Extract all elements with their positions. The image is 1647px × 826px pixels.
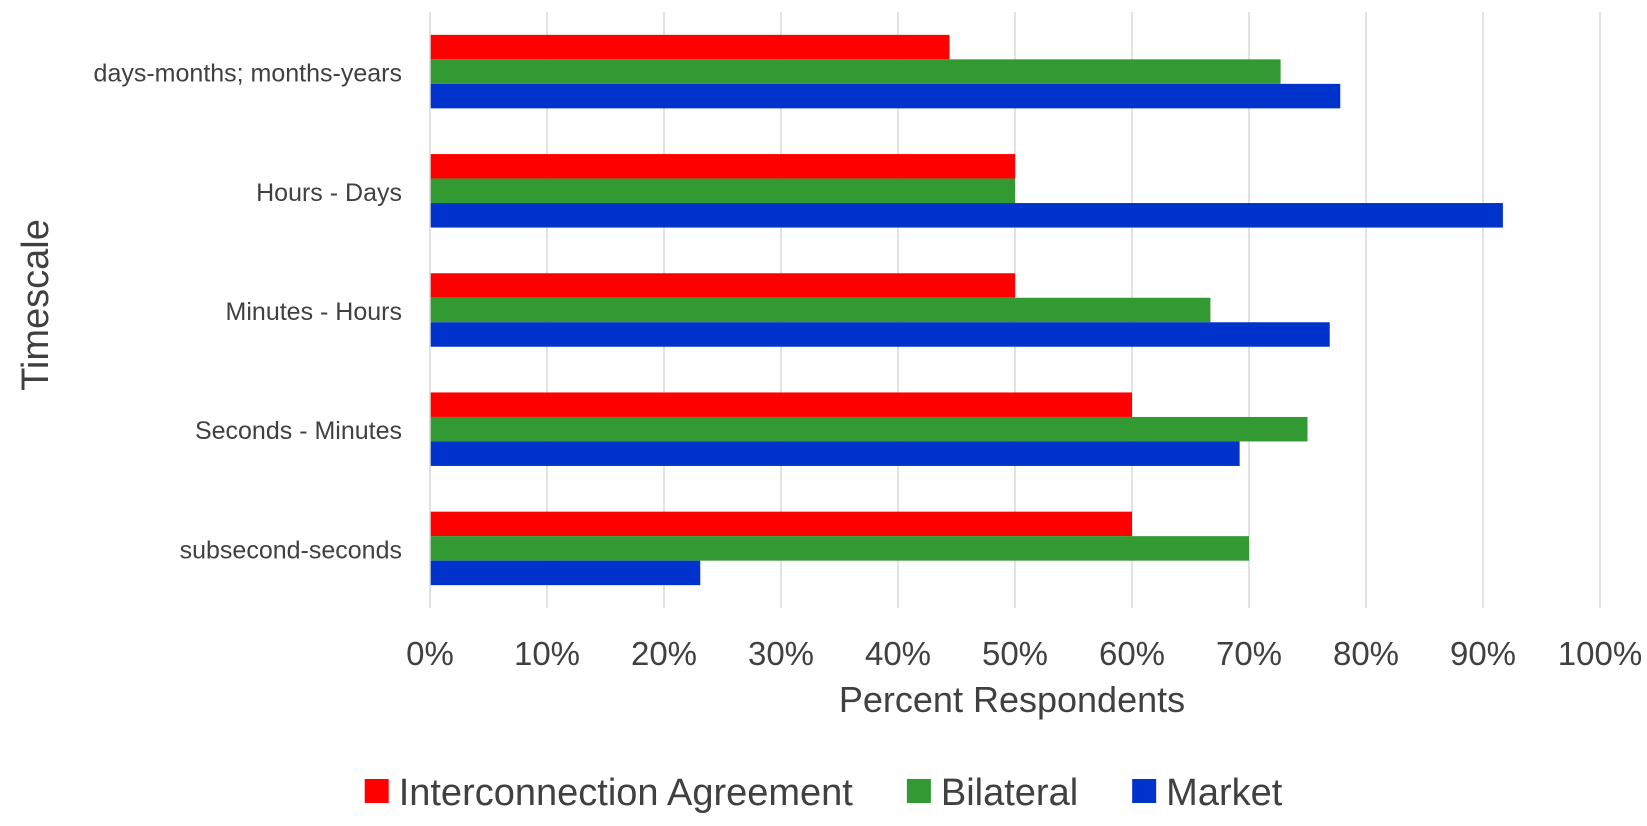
bar-interconnection-agreement [430, 392, 1132, 417]
bar-market [430, 560, 701, 586]
bar-bilateral [430, 416, 1308, 442]
legend-label: Interconnection Agreement [399, 772, 854, 814]
y-tick-label: Seconds - Minutes [195, 417, 402, 445]
legend-swatch [906, 779, 931, 803]
legend-label: Market [1166, 772, 1283, 814]
bar-market [430, 83, 1341, 109]
legend-swatch [1132, 779, 1157, 803]
y-tick-label: days-months; months-years [94, 60, 402, 88]
x-tick-label: 90% [1450, 635, 1516, 672]
y-axis-title: Timescale [15, 219, 57, 391]
x-tick-label: 10% [514, 635, 580, 672]
y-tick-label: Hours - Days [256, 179, 402, 207]
x-tick-label: 70% [1216, 635, 1282, 672]
bar-bilateral [430, 178, 1015, 204]
x-tick-label: 60% [1099, 635, 1165, 672]
legend: Interconnection Agreement Bilateral Market [364, 772, 1283, 814]
bar-interconnection-agreement [430, 273, 1015, 298]
x-tick-label: 50% [982, 635, 1048, 672]
x-tick-label: 0% [406, 635, 454, 672]
bar-market [430, 203, 1503, 228]
bar-bilateral [430, 297, 1211, 323]
bars [430, 34, 1503, 586]
x-tick-label: 100% [1558, 635, 1642, 672]
x-axis-title: Percent Respondents [839, 679, 1185, 720]
bar-bilateral [430, 536, 1249, 561]
bar-market [430, 441, 1240, 466]
bar-bilateral [430, 59, 1281, 84]
bar-interconnection-agreement [430, 34, 950, 60]
legend-swatch [364, 779, 389, 803]
x-tick-label: 80% [1333, 635, 1399, 672]
bar-interconnection-agreement [430, 154, 1015, 179]
axes: 0% 10% 20% 30% 40% 50% 60% 70% 80% 90% 100% subseco… [94, 12, 1642, 672]
x-tick-label: 30% [748, 635, 814, 672]
y-tick-label: Minutes - Hours [226, 298, 402, 326]
x-tick-label: 20% [631, 635, 697, 672]
legend-label: Bilateral [941, 772, 1078, 814]
bar-market [430, 322, 1330, 347]
x-tick-label: 40% [865, 635, 931, 672]
bar-interconnection-agreement [430, 511, 1132, 537]
y-tick-label: subsecond-seconds [180, 536, 402, 564]
